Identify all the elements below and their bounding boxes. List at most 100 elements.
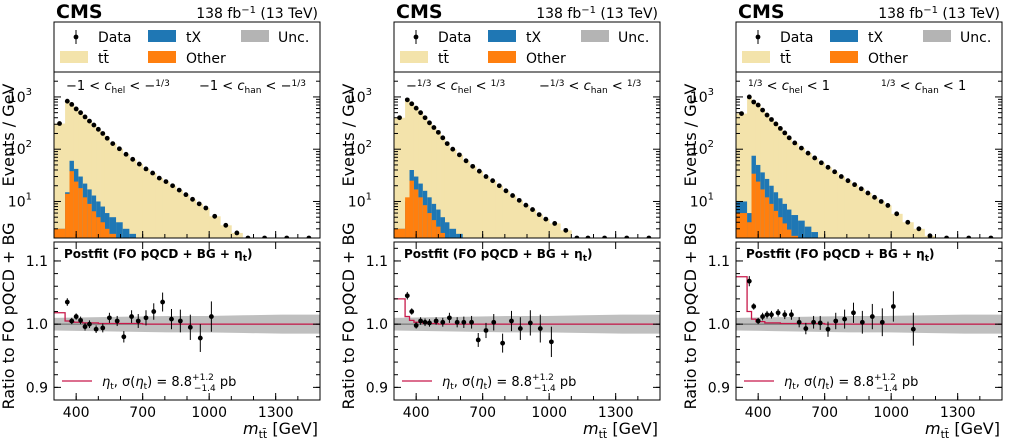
ytick-exp: 2	[366, 139, 372, 150]
xlabel-unit: [GeV]	[607, 419, 658, 438]
region-frac-den: 3	[636, 79, 642, 89]
region-label: −1 < chel < −1/3	[66, 79, 170, 96]
ratio-point	[833, 318, 839, 324]
other-bar	[436, 226, 441, 238]
data-point	[966, 235, 972, 238]
ttbar-bar	[831, 171, 839, 238]
ttbar-bar	[149, 173, 157, 238]
ratio-title: Postfit (FO pQCD + BG + ηt)	[404, 247, 593, 264]
other-bar	[54, 228, 66, 238]
ttbar-bar	[837, 176, 846, 238]
data-point	[782, 130, 788, 136]
tx-bar	[782, 203, 788, 238]
ttbar-bar	[769, 119, 775, 238]
xlabel: mtt̄ [GeV]	[925, 419, 1000, 438]
data-point	[163, 179, 169, 184]
other-bar	[760, 189, 766, 238]
panel-left: CMS 138 fb−1 (13 TeV) Data tX Unc. tt̄ Other −1…	[0, 1, 321, 438]
data-point	[463, 158, 469, 164]
region-frac-den: 3	[300, 79, 306, 89]
ytick-exp: 2	[708, 139, 714, 150]
data-point	[905, 219, 911, 225]
eta-legend-label: ηt, σ(ηt) = 8.8+1.2 −1.4 pb	[442, 373, 576, 394]
data-point	[516, 197, 522, 203]
data-point	[245, 235, 251, 238]
ylabel-ratio: Ratio to FO pQCD + BG	[0, 222, 18, 409]
ratio-point	[413, 323, 419, 328]
ratio-point	[764, 312, 770, 318]
cms-label: CMS	[396, 1, 443, 23]
tx-bar	[129, 233, 137, 238]
ttbar-bar	[529, 209, 537, 238]
ytick-label: 101	[690, 191, 714, 210]
ratio-point	[135, 318, 141, 324]
ytick-exp: 1	[708, 191, 714, 202]
region-var: c	[104, 79, 111, 94]
region-label: −1/3 < chel < 1/3	[406, 79, 505, 96]
eta-unit: pb	[216, 375, 237, 390]
ratio-ytick-label: 1.1	[366, 254, 388, 270]
ttbar-bar	[109, 143, 117, 238]
eta-down: −1.4	[876, 384, 898, 394]
ytick-label: 102	[8, 139, 32, 158]
ratio-point	[461, 319, 467, 325]
data-point	[435, 129, 441, 135]
region-frac-den: 3	[890, 79, 896, 89]
eta-unit: pb	[556, 375, 577, 390]
data-point	[798, 145, 804, 151]
region-label: −1/3 < chan < 1/3	[539, 79, 641, 96]
data-point	[150, 170, 156, 176]
data-point	[170, 183, 175, 189]
ttbar-bar	[456, 154, 464, 238]
ratio-title: Postfit (FO pQCD + BG + ηt)	[64, 247, 253, 264]
region-frac-num: 1	[417, 79, 423, 89]
other-bar	[431, 220, 437, 238]
ttbar-bar	[91, 125, 97, 238]
ttbar-bar	[169, 185, 177, 238]
ytick-base: 10	[690, 194, 708, 210]
tx-bar	[456, 233, 464, 238]
region-label: −1 < chan < −1/3	[199, 79, 306, 96]
ratio-point	[869, 314, 875, 319]
region-frac-num: 1	[550, 79, 556, 89]
data-point	[100, 131, 106, 136]
legend-other-label: Other	[526, 51, 566, 67]
legend-data-label: Data	[438, 30, 471, 46]
ttbar-bar	[65, 101, 70, 238]
data-point	[510, 193, 515, 198]
eta-mid: , σ(	[114, 375, 136, 390]
ttbar-bar	[209, 216, 221, 238]
region-pre: −	[539, 79, 550, 94]
data-point	[563, 227, 569, 233]
xlabel-m: m	[925, 419, 941, 438]
ttbar-bar	[515, 200, 523, 238]
region-post: < −	[125, 79, 155, 94]
ttbar-bar	[449, 149, 457, 238]
data-point	[646, 235, 652, 238]
ylabel-ratio: Ratio to FO pQCD + BG	[681, 222, 700, 409]
legend-tx-label: tX	[526, 30, 541, 46]
ttbar-bar	[444, 143, 450, 238]
ratio-point	[803, 326, 809, 331]
legend-data-label: Data	[98, 30, 131, 46]
data-point	[812, 155, 818, 161]
ttbar-bar	[549, 223, 561, 238]
eta-unit: pb	[898, 375, 919, 390]
ylabel-top: Events / GeV	[339, 83, 358, 186]
ttbar-bar	[440, 137, 446, 238]
ratio-point	[500, 340, 506, 346]
data-point	[786, 135, 792, 141]
ttbar-bar	[509, 195, 517, 238]
other-bar	[427, 213, 433, 238]
data-point	[73, 106, 79, 112]
ttbar-bar	[462, 160, 470, 238]
ratio-point	[160, 299, 166, 305]
ttbar-bar	[857, 188, 865, 238]
ratio-point	[859, 319, 865, 325]
eta-sym: η	[442, 375, 450, 390]
region-frac-sep: /	[887, 79, 891, 89]
ratio-group	[394, 291, 660, 358]
legend-unc-label: Unc.	[618, 30, 649, 46]
data-point	[409, 101, 415, 107]
data-point	[413, 105, 419, 111]
